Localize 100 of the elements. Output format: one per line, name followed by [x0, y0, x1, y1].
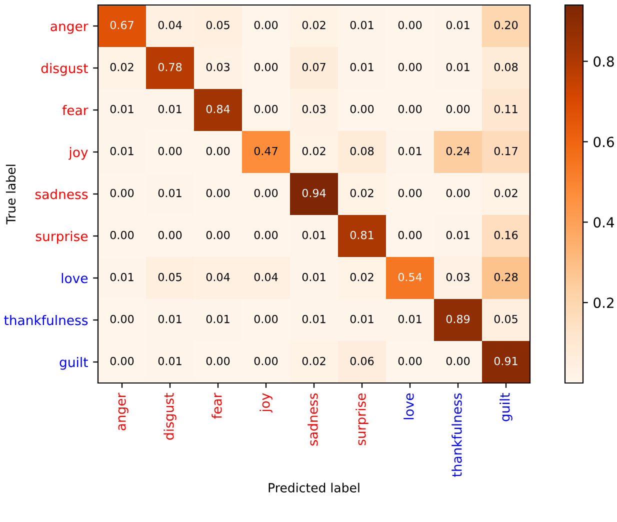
data-label: 0.00 [254, 230, 278, 240]
data-label: 0.01 [302, 272, 326, 282]
data-label: 0.00 [110, 230, 134, 240]
data-label: 0.05 [206, 20, 230, 30]
data-label: 0.00 [398, 356, 422, 366]
x-tick-label: joy [260, 393, 272, 413]
data-label: 0.01 [446, 230, 470, 240]
data-label: 0.00 [350, 104, 374, 114]
data-label: 0.00 [158, 146, 182, 156]
data-label: 0.16 [494, 230, 518, 240]
data-label: 0.00 [446, 188, 470, 198]
data-label: 0.01 [158, 188, 182, 198]
color-bar-label: 0.6 [594, 136, 614, 148]
data-label: 0.01 [158, 314, 182, 324]
data-label: 0.00 [110, 356, 134, 366]
data-label: 0.01 [302, 230, 326, 240]
data-label: 0.05 [158, 272, 182, 282]
data-label: 0.67 [110, 20, 134, 30]
data-label: 0.00 [446, 104, 470, 114]
data-label: 0.28 [494, 272, 518, 282]
data-label: 0.08 [494, 62, 518, 72]
data-label: 0.01 [446, 20, 470, 30]
data-label: 0.00 [254, 314, 278, 324]
data-label: 0.01 [446, 62, 470, 72]
data-label: 0.00 [206, 146, 230, 156]
x-tick-label: fear [212, 392, 222, 419]
y-tick-label: surprise [36, 230, 88, 244]
data-label: 0.00 [254, 104, 278, 114]
data-label: 0.00 [206, 188, 230, 198]
x-tick-label: thankfulness [452, 393, 462, 477]
x-tick-label: love [404, 393, 414, 420]
data-label: 0.02 [350, 272, 374, 282]
data-label: 0.00 [398, 230, 422, 240]
data-label: 0.17 [494, 146, 518, 156]
color-bar-label: 0.4 [594, 217, 614, 228]
data-label: 0.02 [110, 62, 134, 72]
data-label: 0.01 [110, 104, 134, 114]
data-label: 0.02 [350, 188, 374, 198]
data-label: 0.01 [158, 104, 182, 114]
data-label: 0.01 [350, 62, 374, 72]
data-label: 0.91 [494, 356, 518, 366]
data-label: 0.04 [206, 272, 230, 282]
y-tick-label: love [62, 272, 88, 284]
y-tick-label: thankfulness [4, 314, 88, 326]
data-label: 0.05 [494, 314, 518, 324]
data-label: 0.01 [398, 146, 422, 156]
data-label: 0.00 [206, 230, 230, 240]
data-label: 0.00 [398, 188, 422, 198]
data-label: 0.07 [302, 62, 326, 72]
y-tick-label: joy [68, 146, 88, 160]
data-label: 0.03 [206, 62, 230, 72]
data-label: 0.00 [398, 104, 422, 114]
data-label: 0.01 [350, 314, 374, 324]
data-label: 0.00 [110, 188, 134, 198]
y-tick-label: sadness [35, 188, 88, 200]
data-label: 0.03 [446, 272, 470, 282]
data-label: 0.00 [446, 356, 470, 366]
data-label: 0.20 [494, 20, 518, 30]
data-label: 0.01 [302, 314, 326, 324]
y-tick-label: guilt [60, 356, 88, 370]
data-label: 0.02 [302, 146, 326, 156]
color-bar-label: 0.8 [594, 56, 614, 67]
data-label: 0.89 [446, 314, 470, 324]
data-label: 0.03 [302, 104, 326, 114]
y-tick-label: disgust [41, 62, 88, 76]
data-label: 0.08 [350, 146, 374, 156]
y-tick-label: anger [50, 24, 88, 34]
data-label: 0.00 [398, 62, 422, 72]
data-label: 0.01 [110, 146, 134, 156]
x-tick-label: disgust [164, 393, 176, 440]
data-label: 0.04 [254, 272, 278, 282]
x-tick-label: sadness [308, 393, 318, 446]
data-label: 0.00 [254, 188, 278, 198]
data-label: 0.04 [158, 20, 182, 30]
data-label: 0.84 [206, 104, 230, 114]
color-bar-label: 0.2 [594, 298, 614, 308]
data-label: 0.00 [254, 62, 278, 72]
data-label: 0.81 [350, 230, 374, 240]
y-tick-label: fear [62, 104, 88, 116]
data-label: 0.01 [206, 314, 230, 324]
data-label: 0.00 [158, 230, 182, 240]
data-label: 0.78 [158, 62, 182, 72]
x-axis-title: Predicted label [268, 482, 360, 492]
x-tick-label: guilt [500, 393, 512, 422]
data-label: 0.00 [206, 356, 230, 366]
data-label: 0.11 [494, 104, 518, 114]
data-label: 0.01 [350, 20, 374, 30]
data-label: 0.00 [398, 20, 422, 30]
data-label: 0.02 [302, 356, 326, 366]
x-tick-label: anger [118, 392, 128, 430]
data-label: 0.02 [302, 20, 326, 30]
data-label: 0.94 [302, 188, 326, 198]
data-label: 0.00 [254, 20, 278, 30]
data-label: 0.02 [494, 188, 518, 198]
data-label: 0.06 [350, 356, 374, 366]
data-label: 0.24 [446, 146, 470, 156]
data-label: 0.00 [110, 314, 134, 324]
data-label: 0.01 [398, 314, 422, 324]
data-label: 0.01 [110, 272, 134, 282]
x-tick-label: surprise [356, 393, 368, 446]
